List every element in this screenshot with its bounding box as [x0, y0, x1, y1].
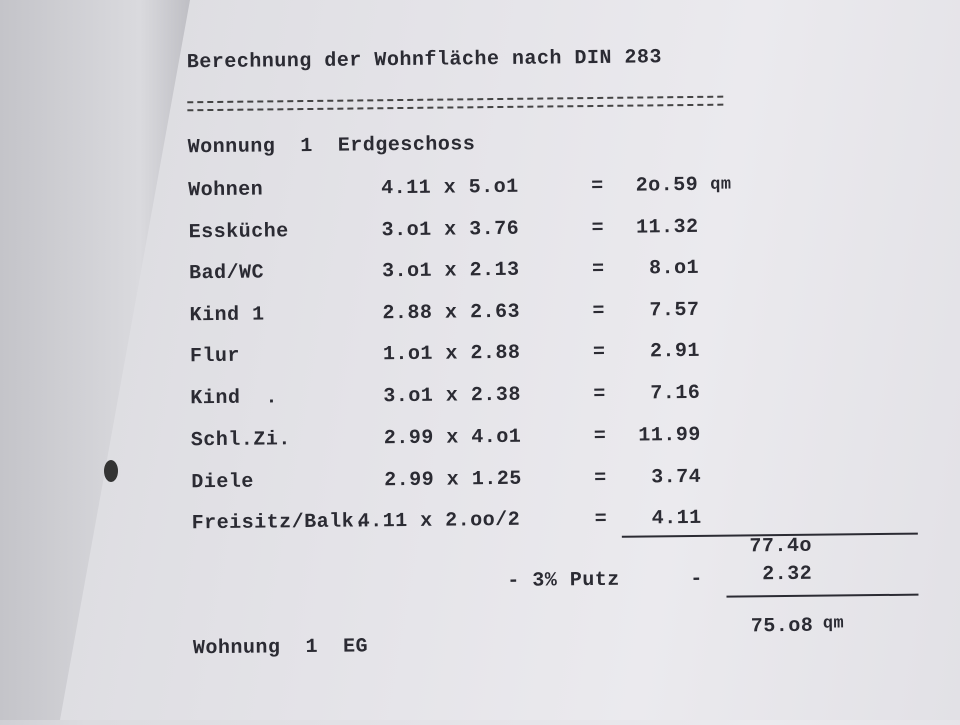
footer-heading: Wohnung 1 EG — [192, 635, 369, 661]
room-dimensions: 3.o1 x 3.76 — [381, 217, 520, 243]
total-line — [726, 593, 919, 598]
total-value: 75.o8 — [750, 614, 814, 639]
room-name: Kind . — [190, 386, 279, 411]
room-area: 3.74 — [651, 465, 702, 490]
room-area: 2.91 — [649, 339, 701, 364]
room-area: 4.11 — [651, 506, 702, 531]
deduction-value: 2.32 — [762, 562, 813, 587]
room-area: 2o.59 — [635, 173, 699, 198]
subtotal: 77.4o — [749, 534, 813, 559]
room-area: 8.o1 — [648, 256, 700, 281]
area-unit: qm — [710, 175, 732, 195]
total-unit: qm — [822, 614, 845, 634]
room-dimensions: 3.o1 x 2.13 — [381, 258, 520, 284]
room-dimensions: 4.11 x 5.o1 — [381, 175, 519, 201]
room-name: Freisitz/Balk. — [191, 510, 367, 536]
room-name: Kind 1 — [189, 303, 265, 328]
punch-hole — [104, 460, 118, 482]
room-dimensions: 2.88 x 2.63 — [382, 300, 521, 326]
room-dimensions: 2.99 x 4.o1 — [383, 425, 522, 451]
room-area: 11.32 — [635, 215, 699, 240]
room-dimensions: 4.11 x 2.oo/2 — [357, 508, 521, 534]
room-dimensions: 3.o1 x 2.38 — [383, 383, 522, 409]
room-area: 7.57 — [649, 298, 700, 323]
room-name: Bad/WC — [188, 261, 265, 286]
room-dimensions: 2.99 x 1.25 — [384, 467, 522, 493]
document-title: Berechnung der Wohnfläche nach DIN 283 — [186, 46, 663, 75]
room-area: 7.16 — [650, 381, 701, 406]
room-name: Diele — [191, 470, 254, 495]
room-name: Schl.Zi. — [190, 428, 291, 453]
section-heading: Wonnung 1 Erdgeschoss — [187, 133, 476, 160]
room-name: Essküche — [188, 220, 289, 245]
room-dimensions: 1.o1 x 2.88 — [382, 341, 521, 367]
room-name: Wohnen — [188, 178, 264, 203]
room-name: Flur — [189, 344, 241, 369]
room-area: 11.99 — [638, 423, 701, 448]
title-double-underline — [187, 95, 724, 112]
deduction-label: - 3% Putz — [507, 568, 620, 593]
